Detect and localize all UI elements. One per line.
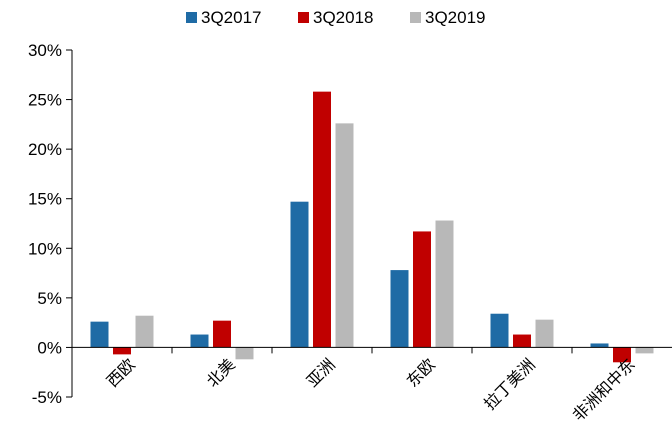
- bar-3Q2018-4: [513, 334, 531, 348]
- bar-3Q2018-2: [313, 91, 331, 348]
- legend-label: 3Q2017: [201, 8, 262, 27]
- y-tick-label: 25%: [28, 91, 62, 110]
- bar-3Q2017-0: [90, 321, 109, 348]
- bar-3Q2017-2: [290, 201, 309, 348]
- bar-3Q2019-5: [635, 347, 654, 354]
- bar-3Q2018-1: [213, 320, 231, 348]
- bar-3Q2017-5: [590, 343, 609, 348]
- x-category-label: 北美: [203, 355, 239, 391]
- y-tick-label: -5%: [32, 388, 62, 407]
- y-tick-label: 15%: [28, 190, 62, 209]
- bar-3Q2017-3: [390, 270, 409, 348]
- bar-3Q2018-3: [413, 231, 431, 348]
- y-tick-label: 20%: [28, 140, 62, 159]
- y-tick-label: 10%: [28, 239, 62, 258]
- x-category-label: 亚洲: [303, 355, 339, 391]
- bars: [90, 91, 654, 363]
- bar-3Q2017-4: [490, 313, 509, 348]
- x-axis: 西欧 北美 亚洲 东欧 拉丁美洲 非洲和中东: [72, 346, 672, 425]
- legend-swatch-3Q2018: [298, 12, 309, 23]
- legend-label: 3Q2019: [425, 8, 486, 27]
- bar-3Q2019-2: [335, 123, 354, 348]
- legend-label: 3Q2018: [313, 8, 374, 27]
- x-category-label: 西欧: [103, 355, 139, 391]
- bar-3Q2018-5: [613, 347, 631, 363]
- y-axis: -5% 0% 5% 10% 15% 20% 25% 30%: [28, 41, 73, 407]
- legend: 3Q2017 3Q2018 3Q2019: [186, 8, 486, 27]
- bar-3Q2019-1: [235, 347, 254, 360]
- x-category-label: 拉丁美洲: [480, 355, 539, 414]
- legend-swatch-3Q2017: [186, 12, 197, 23]
- y-tick-label: 0%: [37, 338, 62, 357]
- legend-swatch-3Q2019: [410, 12, 421, 23]
- bar-3Q2019-3: [435, 220, 454, 348]
- bar-3Q2019-4: [535, 319, 554, 348]
- x-category-label: 东欧: [403, 355, 439, 391]
- y-tick-label: 5%: [37, 289, 62, 308]
- x-category-label: 非洲和中东: [569, 355, 639, 425]
- y-tick-label: 30%: [28, 41, 62, 60]
- bar-3Q2018-0: [113, 347, 131, 355]
- bar-3Q2017-1: [190, 334, 209, 348]
- bar-3Q2019-0: [135, 315, 154, 348]
